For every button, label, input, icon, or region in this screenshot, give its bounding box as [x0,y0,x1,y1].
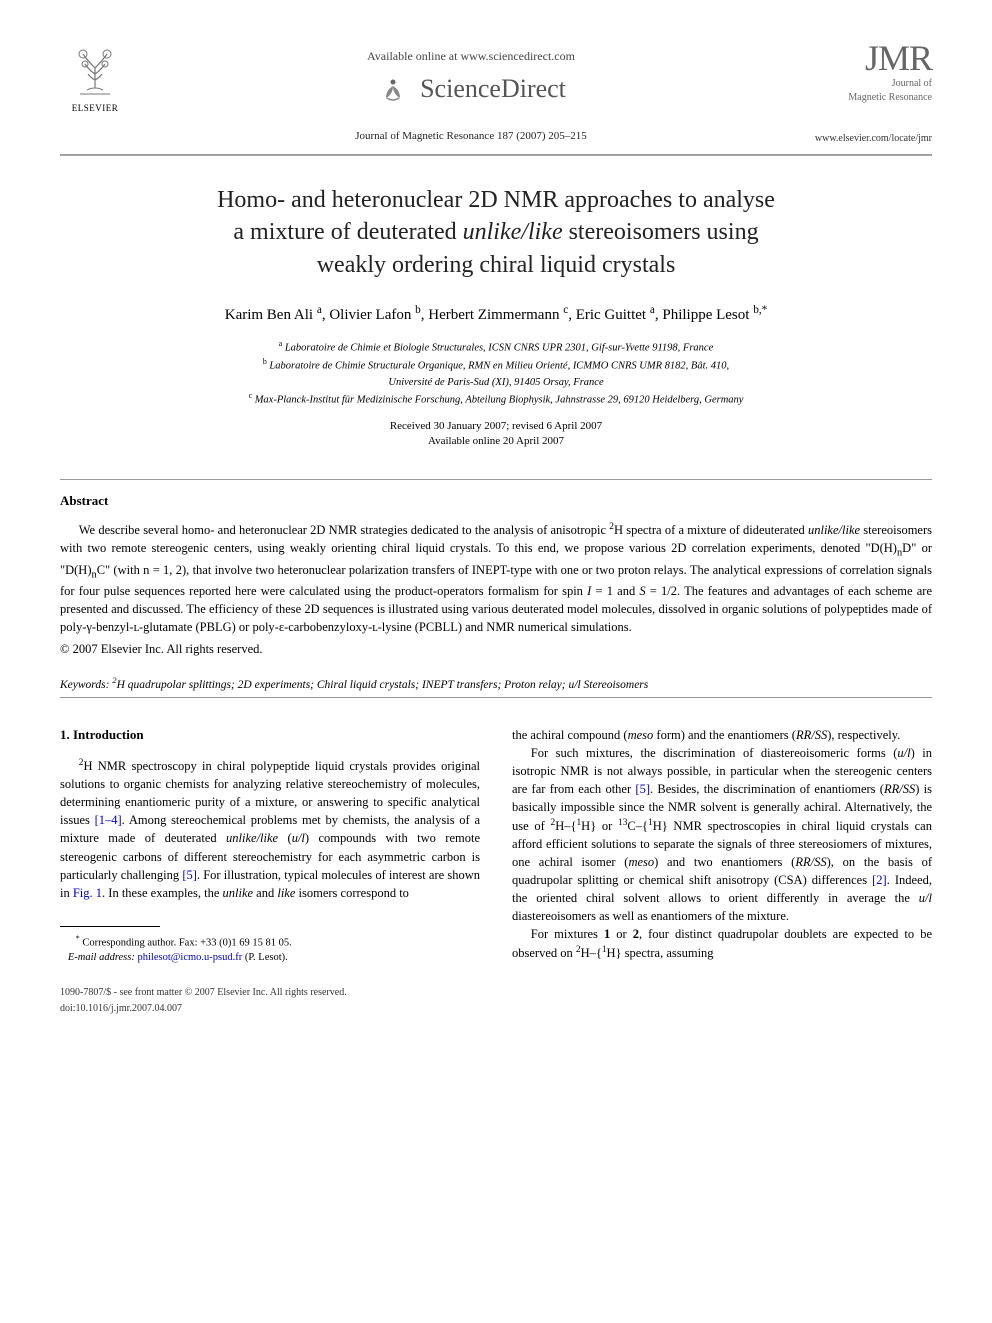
jmr-logo-block: JMR Journal of Magnetic Resonance www.el… [812,40,932,146]
footer-copyright: 1090-7807/$ - see front matter © 2007 El… [60,986,932,1000]
affil-c: Max-Planck-Institut für Medizinische For… [255,395,744,406]
ref-link-5b[interactable]: [5] [635,782,650,796]
elsevier-tree-icon [65,40,125,100]
elsevier-logo: ELSEVIER [60,40,130,115]
affil-b-2: Université de Paris-Sud (XI), 91405 Orsa… [388,377,603,388]
author-3: , Herbert Zimmermann [421,307,563,323]
jmr-subtitle-1: Journal of [812,78,932,90]
affil-b-1: Laboratoire de Chimie Structurale Organi… [269,361,729,372]
title-line-1: Homo- and heteronuclear 2D NMR approache… [217,187,775,213]
title-line-2a: a mixture of deuterated [233,219,462,245]
author-1: Karim Ben Ali [225,307,317,323]
intro-paragraph-3: For mixtures 1 or 2, four distinct quadr… [512,925,932,961]
intro-paragraph-1: 2H NMR spectroscopy in chiral polypeptid… [60,757,480,902]
corresponding-author-footnote: * Corresponding author. Fax: +33 (0)1 69… [60,933,480,966]
keywords-label: Keywords: [60,679,109,691]
section-1-heading: 1. Introduction [60,726,480,745]
author-4: , Eric Guittet [568,307,650,323]
keywords: Keywords: 2H quadrupolar splittings; 2D … [60,674,932,693]
abstract-heading: Abstract [60,492,932,510]
footer-doi: doi:10.1016/j.jmr.2007.04.007 [60,1002,932,1016]
author-list: Karim Ben Ali a, Olivier Lafon b, Herber… [60,303,932,326]
jmr-logo-text: JMR [812,40,932,76]
abstract-body: We describe several homo- and heteronucl… [60,521,932,637]
ref-link-2[interactable]: [2] [872,873,887,887]
jmr-subtitle-2: Magnetic Resonance [812,92,932,104]
article-dates: Received 30 January 2007; revised 6 Apri… [60,419,932,450]
article-title: Homo- and heteronuclear 2D NMR approache… [100,184,892,281]
jmr-url: www.elsevier.com/locate/jmr [812,132,932,146]
column-right: the achiral compound (meso form) and the… [512,726,932,966]
fig-link-1[interactable]: Fig. 1 [73,886,102,900]
affiliations: a Laboratoire de Chimie et Biologie Stru… [60,338,932,409]
date-online: Available online 20 April 2007 [428,435,564,447]
keywords-bottom-rule [60,697,932,698]
ref-link-1-4[interactable]: [1–4] [95,813,122,827]
intro-paragraph-1-cont: the achiral compound (meso form) and the… [512,726,932,744]
title-line-3: weakly ordering chiral liquid crystals [317,252,676,278]
abstract-top-rule [60,479,932,480]
column-left: 1. Introduction 2H NMR spectroscopy in c… [60,726,480,966]
author-2: , Olivier Lafon [322,307,415,323]
author-5: , Philippe Lesot [655,307,753,323]
elsevier-label: ELSEVIER [72,102,119,115]
author-5-affil: b,* [753,304,767,316]
ref-link-5a[interactable]: [5] [182,868,197,882]
header-center: Available online at www.sciencedirect.co… [130,40,812,145]
journal-header: ELSEVIER Available online at www.science… [60,40,932,146]
date-received: Received 30 January 2007; revised 6 Apri… [390,420,602,432]
sciencedirect-icon [376,72,410,106]
footnote-separator [60,926,160,927]
title-line-2b: stereoisomers using [563,219,759,245]
intro-paragraph-2: For such mixtures, the discrimination of… [512,744,932,925]
journal-reference: Journal of Magnetic Resonance 187 (2007)… [130,129,812,144]
affil-a: Laboratoire de Chimie et Biologie Struct… [285,343,713,354]
header-rule-2 [60,155,932,156]
email-link[interactable]: philesot@icmo.u-psud.fr [137,952,242,963]
sciencedirect-text: ScienceDirect [420,71,566,107]
email-label: E-mail address: [68,952,135,963]
available-online-text: Available online at www.sciencedirect.co… [130,48,812,65]
title-line-2-ital: unlike/like [463,219,563,245]
body-columns: 1. Introduction 2H NMR spectroscopy in c… [60,726,932,966]
sciencedirect-logo: ScienceDirect [376,71,566,107]
abstract-copyright: © 2007 Elsevier Inc. All rights reserved… [60,641,932,659]
